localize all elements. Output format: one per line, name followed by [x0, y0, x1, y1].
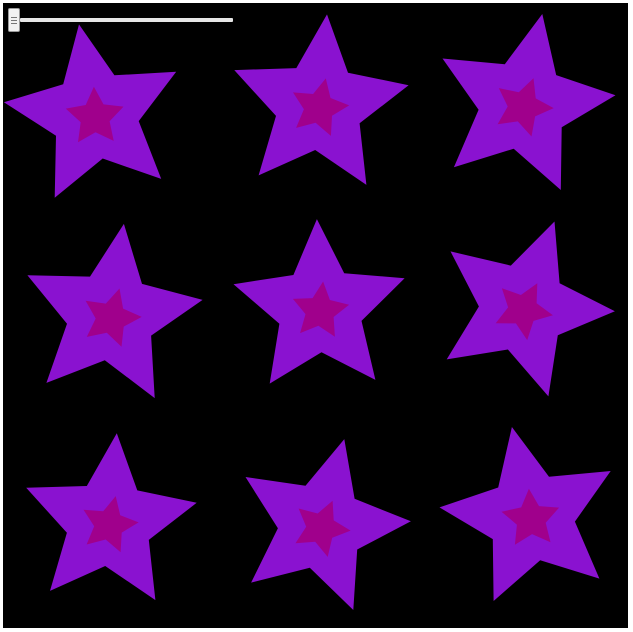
- star-1[interactable]: [3, 24, 177, 198]
- star-field: [3, 3, 628, 628]
- game-canvas[interactable]: [3, 3, 628, 628]
- star-8[interactable]: [245, 439, 411, 610]
- star-9[interactable]: [439, 427, 611, 601]
- slider-track[interactable]: [20, 18, 233, 22]
- star-inner-shape: [495, 283, 553, 341]
- star-7[interactable]: [26, 433, 197, 601]
- star-5[interactable]: [233, 219, 405, 384]
- slider-grip-icon: [11, 17, 17, 18]
- star-inner-shape: [497, 78, 554, 137]
- star-4[interactable]: [27, 223, 203, 399]
- star-inner-shape: [293, 78, 350, 136]
- star-inner-shape: [292, 281, 350, 337]
- star-inner-shape: [85, 288, 142, 347]
- slider-grip-icon: [11, 20, 17, 21]
- star-inner-shape: [295, 500, 351, 557]
- star-3[interactable]: [442, 14, 616, 190]
- star-2[interactable]: [234, 14, 409, 185]
- star-inner-shape: [83, 496, 139, 553]
- star-inner-shape: [501, 488, 560, 545]
- slider-grip-icon: [11, 23, 17, 24]
- star-inner-shape: [65, 86, 124, 143]
- slider-thumb[interactable]: [8, 8, 20, 32]
- star-6[interactable]: [446, 221, 615, 397]
